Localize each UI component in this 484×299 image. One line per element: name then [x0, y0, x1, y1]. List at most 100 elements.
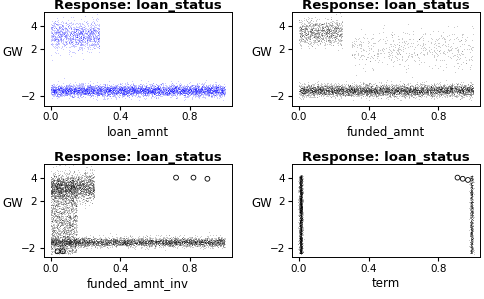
- Point: [464, 91, 471, 96]
- Point: [49, 204, 57, 209]
- Point: [153, 91, 161, 96]
- Point: [116, 87, 123, 91]
- Point: [330, 86, 338, 91]
- Point: [79, 86, 87, 90]
- Point: [71, 199, 79, 204]
- Point: [459, 87, 467, 92]
- Point: [319, 90, 327, 95]
- Point: [56, 187, 64, 191]
- Point: [49, 222, 57, 227]
- Point: [163, 242, 170, 247]
- Point: [368, 35, 376, 40]
- Point: [156, 238, 164, 242]
- Point: [310, 40, 318, 45]
- Point: [93, 91, 101, 96]
- Point: [94, 30, 102, 35]
- Point: [94, 89, 102, 94]
- Point: [212, 86, 219, 91]
- Point: [108, 89, 116, 93]
- Point: [60, 210, 67, 215]
- Point: [296, 209, 304, 213]
- Point: [196, 239, 204, 244]
- Point: [466, 228, 474, 233]
- Point: [49, 187, 57, 192]
- Point: [84, 93, 92, 97]
- Point: [333, 22, 340, 27]
- Point: [466, 204, 473, 208]
- Point: [302, 37, 309, 42]
- Point: [68, 184, 76, 189]
- Point: [112, 86, 120, 91]
- Point: [307, 95, 315, 100]
- Point: [195, 236, 203, 240]
- Point: [91, 29, 99, 33]
- Point: [298, 188, 305, 193]
- Point: [158, 237, 166, 242]
- Point: [466, 176, 473, 181]
- Point: [406, 88, 413, 92]
- Point: [365, 89, 373, 94]
- Point: [147, 85, 154, 90]
- Point: [297, 248, 304, 253]
- Point: [305, 85, 313, 90]
- Point: [468, 89, 475, 94]
- Point: [84, 91, 92, 95]
- Point: [173, 91, 181, 95]
- Point: [338, 86, 346, 91]
- Point: [111, 86, 119, 91]
- Point: [49, 87, 57, 91]
- Point: [56, 208, 63, 213]
- Point: [167, 236, 175, 241]
- Point: [336, 26, 344, 31]
- Point: [51, 242, 59, 247]
- Point: [50, 241, 58, 246]
- Point: [403, 91, 411, 95]
- Point: [55, 201, 63, 206]
- Point: [432, 88, 440, 92]
- Point: [68, 88, 76, 93]
- Point: [85, 237, 92, 242]
- Point: [49, 185, 57, 190]
- Point: [381, 83, 389, 88]
- Point: [335, 26, 343, 31]
- Point: [215, 243, 223, 248]
- Point: [324, 94, 332, 99]
- Point: [401, 89, 409, 94]
- Point: [83, 187, 91, 192]
- Point: [52, 31, 60, 36]
- Point: [146, 88, 154, 93]
- Point: [332, 31, 340, 36]
- Point: [347, 86, 354, 91]
- Point: [296, 26, 304, 31]
- Point: [344, 91, 351, 95]
- Point: [197, 82, 205, 86]
- Point: [218, 94, 226, 99]
- Point: [158, 91, 166, 96]
- Point: [324, 27, 332, 32]
- Point: [363, 88, 371, 92]
- Point: [120, 92, 128, 97]
- Point: [156, 86, 164, 90]
- Point: [296, 190, 303, 194]
- Point: [54, 181, 61, 186]
- Point: [439, 87, 447, 91]
- Point: [447, 88, 455, 93]
- Point: [204, 240, 212, 245]
- Point: [448, 41, 455, 45]
- Point: [332, 22, 339, 26]
- Point: [107, 89, 115, 94]
- Point: [360, 69, 368, 74]
- Point: [318, 25, 326, 30]
- Point: [313, 38, 321, 42]
- Point: [348, 84, 355, 89]
- Point: [210, 238, 218, 242]
- Point: [392, 84, 400, 89]
- Point: [389, 84, 397, 89]
- Point: [377, 89, 384, 94]
- Point: [461, 84, 469, 89]
- Point: [56, 181, 63, 186]
- Point: [296, 177, 304, 182]
- Point: [466, 242, 473, 247]
- Point: [149, 89, 157, 94]
- Point: [125, 92, 133, 97]
